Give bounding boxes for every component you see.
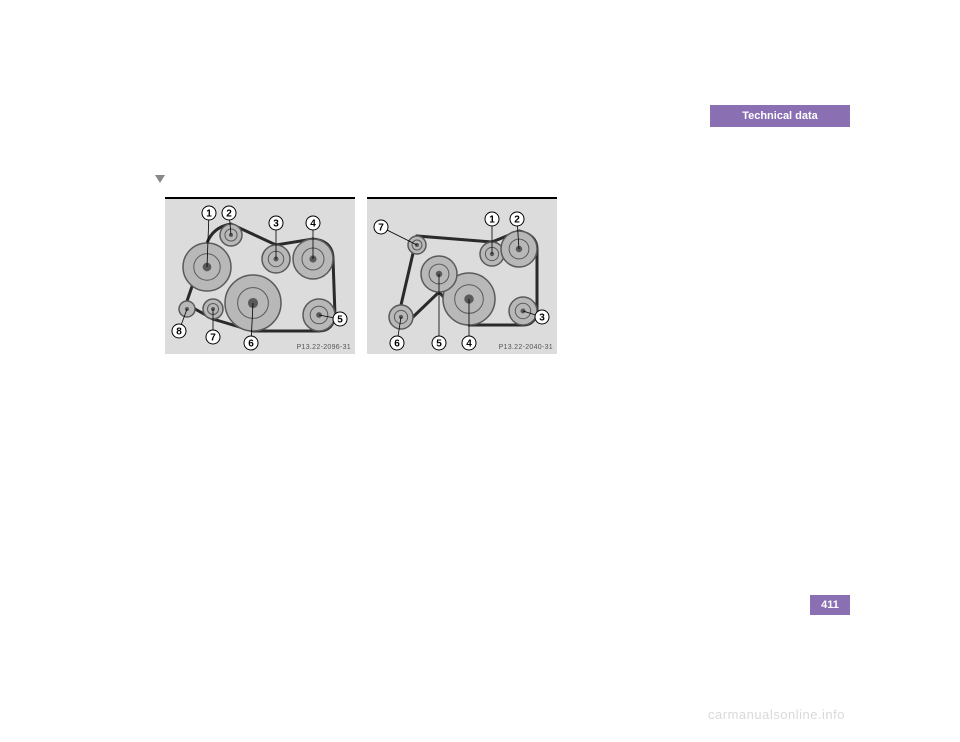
svg-text:8: 8 [176, 327, 182, 338]
svg-text:7: 7 [378, 223, 384, 234]
belt-routing-left: 1 2 3 4 5 6 7 8 P13.22-2096-31 [165, 199, 355, 354]
svg-text:2: 2 [514, 215, 520, 226]
svg-text:4: 4 [310, 219, 316, 230]
watermark: carmanualsonline.info [708, 707, 845, 722]
svg-text:4: 4 [466, 339, 472, 350]
belt-routing-right: 1 2 3 4 5 6 7 P13.22-2040-31 [367, 199, 557, 354]
collapse-triangle-icon [155, 175, 165, 183]
diagram-id-left: P13.22-2096-31 [297, 344, 351, 351]
diagram-area: 1 2 3 4 5 6 7 8 P13.22-2096-31 1 2 3 4 5 6 7 P13.22-2… [165, 197, 557, 354]
page-number-tab: 411 [810, 595, 850, 615]
svg-text:3: 3 [539, 313, 545, 324]
diagram-left: 1 2 3 4 5 6 7 8 P13.22-2096-31 [165, 197, 355, 354]
svg-text:1: 1 [206, 209, 212, 220]
svg-text:5: 5 [436, 339, 442, 350]
svg-text:7: 7 [210, 333, 216, 344]
page-number: 411 [821, 599, 839, 611]
svg-text:1: 1 [489, 215, 495, 226]
diagram-id-right: P13.22-2040-31 [499, 344, 553, 351]
section-tab: Technical data [710, 105, 850, 127]
section-label: Technical data [742, 110, 818, 122]
diagram-right: 1 2 3 4 5 6 7 P13.22-2040-31 [367, 197, 557, 354]
svg-text:5: 5 [337, 315, 343, 326]
svg-text:3: 3 [273, 219, 279, 230]
svg-text:6: 6 [248, 339, 254, 350]
svg-text:2: 2 [226, 209, 232, 220]
svg-text:6: 6 [394, 339, 400, 350]
